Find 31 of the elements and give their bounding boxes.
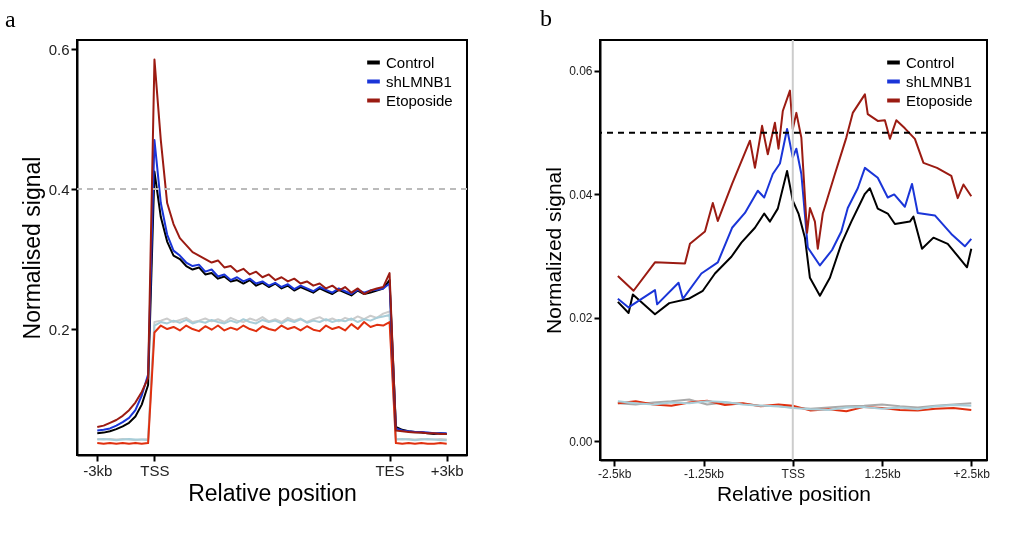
chart-title: b <box>540 5 552 31</box>
x-tick-label: -1.25kb <box>684 466 725 481</box>
y-axis-title: Normalized signal <box>542 167 566 334</box>
y-tick-label: 0.4 <box>48 180 70 198</box>
x-tick-label: -3kb <box>83 461 113 479</box>
y-tick-label: 0.04 <box>569 187 593 202</box>
legend-label: Control <box>386 53 435 71</box>
y-tick-label: 0.00 <box>569 434 593 449</box>
line-series <box>616 89 973 292</box>
y-tick-label: 0.6 <box>48 40 70 58</box>
y-axis-title: Normalised signal <box>18 156 45 340</box>
x-tick-label: -2.5kb <box>598 466 632 481</box>
y-tick-label: 0.2 <box>48 320 70 338</box>
y-tick-label: 0.02 <box>569 311 593 326</box>
x-tick-label: +3kb <box>430 461 464 479</box>
y-tick-label: 0.06 <box>569 64 593 79</box>
legend-label: Control <box>906 53 955 71</box>
x-axis-title: Relative position <box>188 479 357 506</box>
x-tick-label: +2.5kb <box>953 466 991 481</box>
legend-label: Etoposide <box>906 91 973 109</box>
chart-title: a <box>5 6 16 32</box>
legend-label: Etoposide <box>386 91 453 109</box>
x-tick-label: TES <box>375 461 405 479</box>
x-tick-label: TSS <box>140 461 170 479</box>
x-tick-label: TSS <box>781 466 805 481</box>
x-tick-label: 1.25kb <box>864 466 901 481</box>
legend-label: shLMNB1 <box>386 72 452 90</box>
line-series <box>616 169 973 316</box>
line-series <box>616 127 973 309</box>
x-axis-title: Relative position <box>716 481 872 505</box>
legend-label: shLMNB1 <box>906 72 972 90</box>
